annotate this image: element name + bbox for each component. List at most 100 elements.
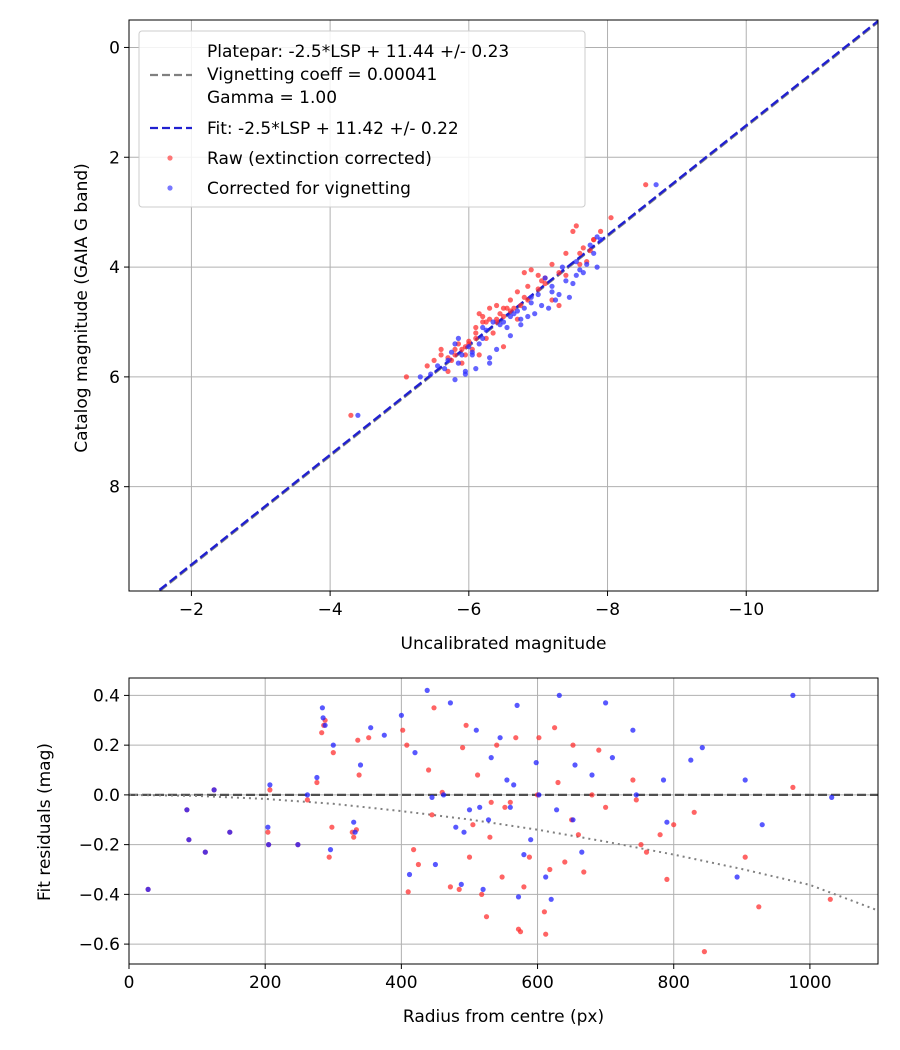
top-point-corrected [473,366,479,372]
top-point-corrected [497,322,503,328]
top-point-raw [500,313,507,320]
bot-y-tick-label: −0.4 [79,885,120,905]
top-plot-frame [128,19,879,592]
top-point-corrected [577,267,583,273]
top-point-raw [608,215,614,221]
bot-point-raw [304,797,310,803]
bot-point-raw [479,891,485,898]
top-point-corrected [521,305,527,311]
bot-point-corrected [267,782,273,788]
top-point-raw [539,278,545,284]
bot-point-corrected [660,777,667,783]
bot-point-raw [701,949,708,955]
bot-point-raw [265,829,271,835]
bot-point-raw [657,832,663,838]
bot-point-corrected [829,794,835,801]
top-point-raw [518,302,524,309]
top-point-raw [476,311,482,317]
top-point-raw [490,330,496,336]
bot-point-corrected [790,692,796,699]
bot-point-raw [541,909,548,915]
top-point-raw [473,335,479,341]
bot-point-corrected [368,725,374,731]
bot-point-corrected [473,727,479,733]
bot-y-tick-label: 0.0 [93,786,120,806]
top-point-raw [494,316,500,322]
top-point-raw [487,316,493,322]
top-point-raw [480,313,486,320]
bot-point-raw [827,896,833,902]
bot-point-corrected [320,715,326,721]
top-point-corrected [532,311,538,317]
bot-point-corrected [528,837,534,843]
bot-point-raw [460,745,466,751]
top-point-corrected [573,259,579,265]
top-point-corrected [452,341,458,347]
top-point-raw [473,324,479,331]
bottom-y-axis-label: Fit residuals (mag) [35,743,55,901]
bot-y-tick-label: −0.2 [79,836,120,856]
bot-point-corrected [480,886,486,893]
bot-point-corrected [398,712,404,718]
bot-point-corrected [322,722,328,728]
bot-point-corrected [633,792,639,798]
top-point-corrected [507,313,513,320]
bot-point-corrected [186,837,192,843]
top-point-raw [497,311,503,317]
top-point-raw [556,270,562,276]
top-point-corrected [528,294,534,300]
bot-point-corrected [429,794,435,801]
top-point-raw [598,228,604,234]
top-point-corrected [539,302,545,309]
bot-point-raw [415,861,421,868]
top-legend: Platepar: -2.5*LSP + 11.44 +/- 0.23 Vign… [138,30,586,208]
bot-point-raw [411,847,417,853]
bottom-ticks: 0 200 400 600 800 1000 0.4 0.2 0.0 −0.2 −0.4 −0.6 [79,686,832,993]
top-y-tick-label: 6 [109,368,120,388]
bot-point-corrected [477,804,483,810]
top-point-raw [476,352,482,358]
bot-point-corrected [466,807,473,813]
top-point-raw [542,280,548,287]
bot-point-corrected [488,755,494,761]
legend-corrected-marker [167,185,173,191]
bot-point-raw [671,822,677,828]
top-point-raw [587,248,593,254]
bot-point-corrected [330,742,336,748]
bot-point-raw [691,809,697,815]
top-point-raw [573,223,579,229]
bot-point-raw [319,730,325,736]
top-point-raw [563,272,569,278]
bot-point-corrected [381,732,387,738]
bot-point-corrected [432,861,438,868]
bot-point-corrected [572,762,578,768]
top-point-raw [452,352,458,358]
bot-point-corrected [533,760,539,766]
top-point-corrected [455,335,461,341]
top-point-raw [556,302,562,309]
bot-point-raw [429,812,435,818]
bot-point-corrected [515,894,522,900]
bot-point-raw [562,859,568,865]
top-point-raw [577,261,583,267]
bot-point-corrected [424,687,430,694]
top-point-corrected [442,366,448,372]
top-point-corrected [584,261,590,267]
bot-point-raw [643,849,650,855]
bot-point-corrected [554,807,560,813]
top-point-raw [535,286,541,292]
top-point-corrected [462,368,468,374]
bot-point-corrected [184,807,190,813]
top-point-raw [459,346,465,352]
legend-raw-marker [167,155,173,161]
top-point-corrected [518,322,524,328]
bot-point-raw [570,742,576,748]
top-point-corrected [466,344,472,350]
bot-y-tick-label: −0.6 [79,935,120,955]
top-point-raw [473,330,479,336]
top-point-corrected [483,327,489,333]
bot-point-corrected [507,804,513,810]
bot-point-raw [589,792,595,798]
bot-point-raw [329,824,335,830]
